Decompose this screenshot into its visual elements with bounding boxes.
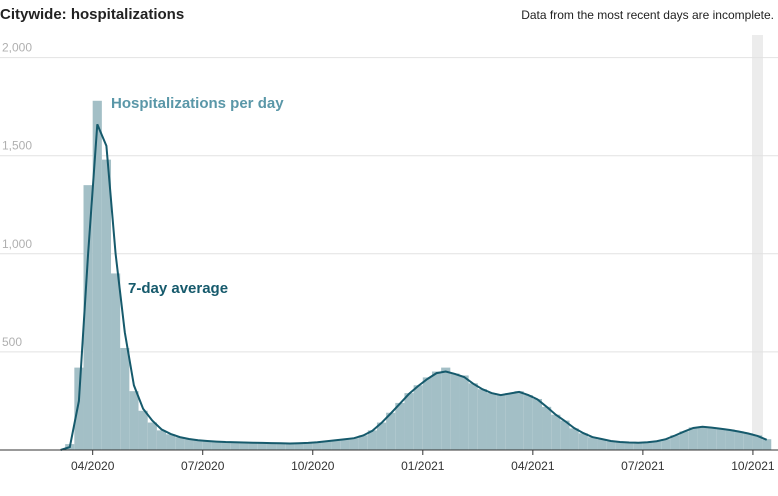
bar — [569, 428, 579, 450]
bar — [175, 437, 185, 450]
bar — [707, 427, 717, 450]
bar — [752, 435, 763, 450]
bar — [166, 434, 176, 450]
bar — [248, 442, 258, 450]
bar — [120, 347, 130, 450]
bar — [762, 439, 772, 450]
bar — [358, 435, 368, 450]
bar — [404, 393, 414, 450]
bar — [697, 426, 708, 450]
y-tick-label: 500 — [2, 335, 22, 349]
series-label: Hospitalizations per day — [111, 95, 284, 112]
bar — [239, 442, 249, 450]
bar — [486, 393, 497, 450]
bar — [597, 439, 607, 450]
bar — [578, 433, 588, 450]
bar — [523, 395, 533, 450]
bar — [285, 443, 295, 450]
bar — [679, 431, 689, 450]
bar — [386, 412, 396, 450]
bar — [560, 420, 570, 450]
bar — [496, 395, 506, 450]
bar — [606, 441, 616, 450]
bar — [670, 435, 680, 450]
bar — [138, 410, 148, 450]
bar — [661, 439, 671, 450]
bar — [743, 433, 753, 450]
x-tick-label: 04/2021 — [511, 459, 555, 473]
bar — [257, 443, 267, 450]
bar — [276, 443, 286, 450]
bar — [716, 428, 726, 450]
bar — [349, 438, 359, 450]
x-tick-label: 10/2021 — [731, 459, 775, 473]
bar — [413, 385, 423, 450]
x-tick-label: 01/2021 — [401, 459, 445, 473]
incomplete-band — [752, 35, 763, 450]
bar — [193, 440, 203, 450]
bar — [321, 441, 332, 450]
bar — [395, 402, 405, 450]
bar — [459, 375, 469, 450]
bar — [303, 442, 313, 450]
bar — [652, 441, 662, 450]
bar — [230, 442, 240, 450]
bar — [725, 429, 735, 450]
bar — [367, 430, 377, 450]
x-tick-label: 04/2020 — [71, 459, 115, 473]
bar — [587, 437, 598, 450]
bar — [477, 389, 487, 450]
bar — [184, 439, 194, 450]
bar — [340, 439, 350, 450]
bar — [294, 443, 304, 450]
bar — [156, 430, 167, 450]
x-tick-label: 07/2020 — [181, 459, 225, 473]
bar — [642, 442, 653, 450]
x-tick-label: 10/2020 — [291, 459, 335, 473]
bar — [111, 273, 121, 450]
bar — [83, 185, 93, 450]
bar — [422, 377, 432, 450]
bar — [376, 422, 387, 450]
bar — [505, 393, 515, 450]
bar — [441, 367, 451, 450]
bar — [633, 442, 643, 450]
x-tick-label: 07/2021 — [621, 459, 665, 473]
series-label: 7-day average — [128, 280, 228, 297]
chart-title: Citywide: hospitalizations — [0, 6, 184, 23]
bar — [431, 371, 442, 450]
bar — [202, 441, 212, 450]
bar — [101, 159, 112, 450]
bar — [92, 100, 102, 451]
y-tick-label: 2,000 — [2, 41, 32, 55]
bar — [734, 431, 744, 450]
bar — [129, 391, 139, 450]
bar — [514, 391, 524, 450]
line — [60, 123, 768, 451]
bar — [688, 427, 698, 450]
bar — [221, 442, 231, 450]
bar — [532, 398, 543, 450]
note: Data from the most recent days are incom… — [521, 8, 774, 22]
bar — [211, 441, 222, 450]
y-tick-label: 1,000 — [2, 237, 32, 251]
bar — [551, 414, 561, 450]
bar — [147, 422, 157, 450]
bar — [74, 367, 84, 450]
bar — [450, 373, 460, 450]
bar — [312, 442, 322, 450]
bar — [615, 442, 625, 450]
bar — [266, 443, 277, 450]
bar — [331, 440, 341, 450]
bar — [468, 383, 478, 450]
bar — [624, 442, 634, 450]
y-tick-label: 1,500 — [2, 139, 32, 153]
bar — [542, 406, 552, 450]
